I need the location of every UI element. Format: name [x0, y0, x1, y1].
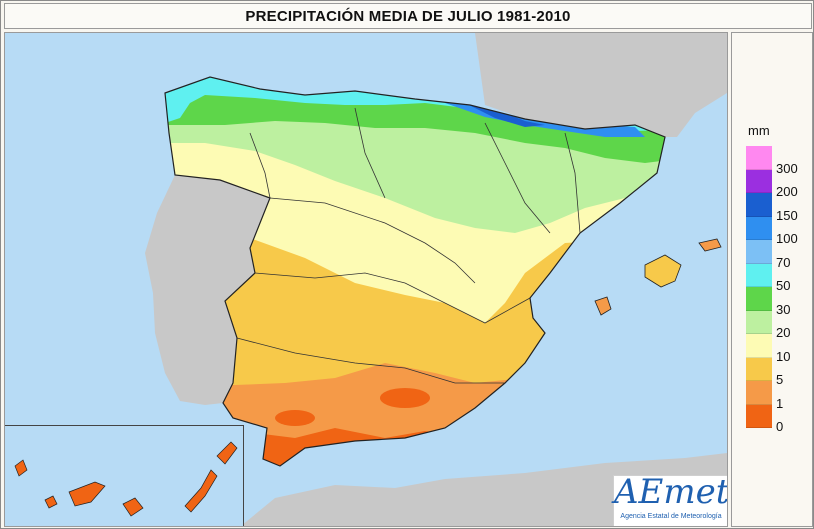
legend-swatch-20 [746, 310, 772, 334]
fuerteventura [184, 469, 218, 513]
gran-canaria [122, 497, 144, 517]
region-borders [236, 107, 581, 384]
la-palma [14, 459, 28, 477]
tenerife [68, 481, 106, 507]
legend-label-50: 50 [776, 278, 791, 293]
legend-swatch-5 [746, 357, 772, 381]
border-castilla [269, 197, 476, 284]
border-aragon [484, 122, 551, 234]
zone-0mm-spot-2 [380, 388, 430, 408]
legend-swatch-30 [746, 287, 772, 311]
legend-swatch-300 [746, 146, 772, 170]
menorca [698, 238, 722, 252]
legend-label-5: 5 [776, 372, 784, 387]
precipitation-map [145, 33, 727, 526]
spain-border [164, 76, 666, 467]
surrounding-land [241, 33, 727, 526]
legend-label-200: 200 [776, 184, 798, 199]
legend-label-100: 100 [776, 231, 798, 246]
mallorca [644, 254, 682, 288]
africa-land [241, 453, 727, 526]
legend-label-300: 300 [776, 160, 798, 176]
legend-label-150: 150 [776, 207, 798, 223]
legend-swatch-200 [746, 169, 772, 193]
legend-swatch-100 [746, 216, 772, 240]
ibiza [594, 296, 612, 316]
legend-swatch-50 [746, 263, 772, 287]
border-north [354, 107, 386, 199]
lanzarote [216, 441, 238, 465]
aemet-logo: AEmet Agencia Estatal de Meteorología [613, 472, 728, 526]
legend-colorbar [746, 146, 772, 428]
title-bar: PRECIPITACIÓN MEDIA DE JULIO 1981-2010 [4, 3, 812, 29]
legend-label-1: 1 [776, 395, 784, 411]
canary-islands-map [14, 441, 238, 517]
zone-0mm-spot [275, 410, 315, 426]
border-center [254, 272, 531, 324]
legend-unit: mm [748, 123, 770, 138]
legend-swatch-70 [746, 240, 772, 264]
border-andalucia [236, 337, 505, 384]
france-land [475, 33, 727, 137]
legend-swatch-10 [746, 334, 772, 358]
balearic-islands [594, 238, 722, 316]
portugal-land [145, 175, 270, 405]
border-catalonia [564, 132, 581, 234]
legend-label-20: 20 [776, 325, 791, 340]
border-galicia [249, 132, 271, 199]
logo-wordmark: AEmet [614, 472, 728, 512]
legend-swatch-0 [746, 404, 772, 428]
canary-islands-inset [5, 425, 244, 526]
map-title: PRECIPITACIÓN MEDIA DE JULIO 1981-2010 [245, 7, 571, 25]
map-panel: AEmet Agencia Estatal de Meteorología [4, 32, 728, 527]
legend-swatch-1 [746, 381, 772, 405]
legend-label-30: 30 [776, 301, 791, 317]
legend-swatch-150 [746, 193, 772, 217]
legend-label-70: 70 [776, 254, 791, 270]
legend-panel: mm 300 200 150 100 70 50 30 20 10 5 1 0 [731, 32, 813, 527]
legend-label-10: 10 [776, 348, 791, 364]
legend-label-0: 0 [776, 419, 784, 434]
el-hierro [44, 495, 58, 509]
logo-subtitle: Agencia Estatal de Meteorología [620, 513, 722, 520]
